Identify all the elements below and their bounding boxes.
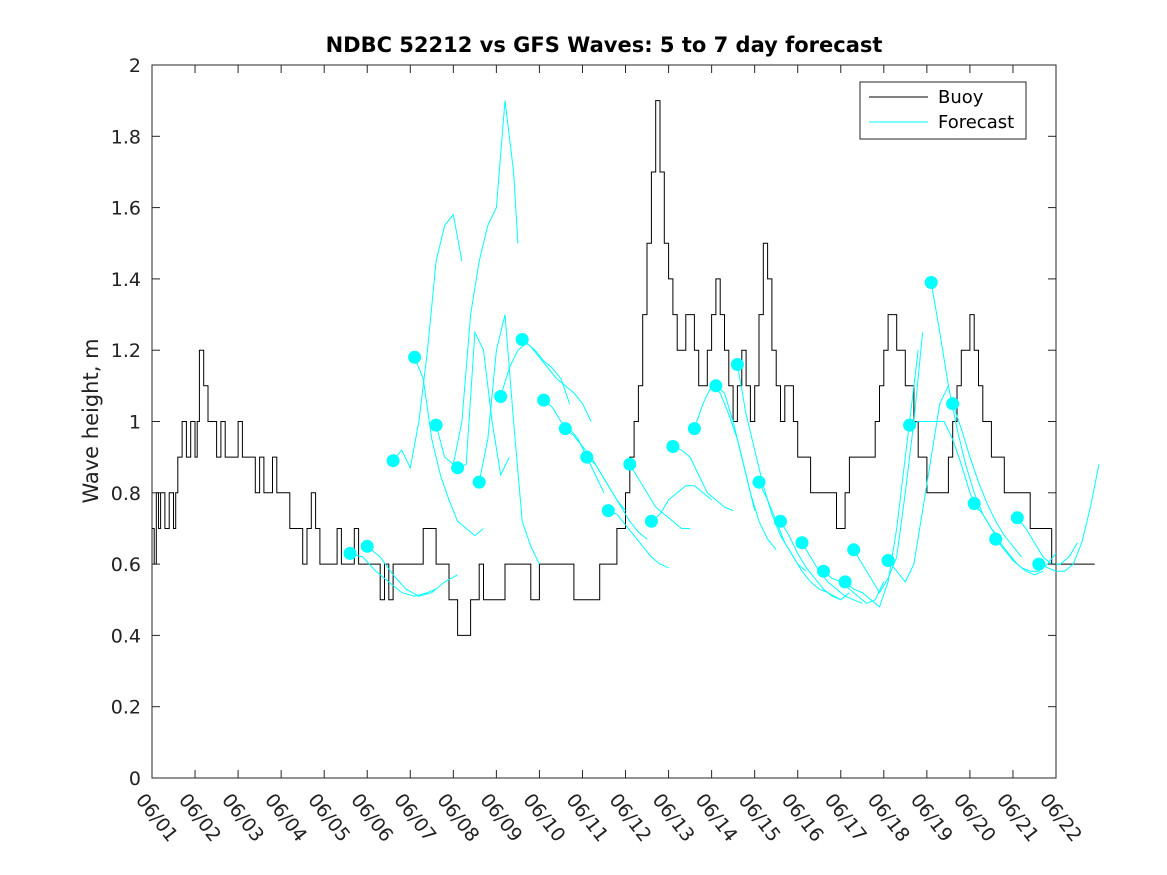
forecast-run-line — [952, 403, 1022, 558]
y-axis-label: Wave height, m — [79, 338, 103, 503]
forecast-start-point — [666, 440, 680, 453]
forecast-run-line — [758, 481, 842, 601]
forecast-start-point — [946, 397, 960, 411]
forecast-start-point — [752, 475, 766, 489]
forecast-start-point — [580, 450, 594, 464]
forecast-run-line — [414, 357, 484, 537]
forecast-start-point — [408, 350, 422, 364]
forecast-start-point — [967, 497, 981, 510]
forecast-start-point — [537, 393, 551, 407]
forecast-start-point — [989, 532, 1003, 546]
forecast-run-line — [844, 350, 919, 608]
forecast-start-point — [795, 536, 809, 550]
forecast-run-line — [543, 399, 605, 494]
y-tick-label: 0.6 — [111, 554, 141, 576]
forecast-run-line — [823, 570, 885, 604]
forecast-run-line — [780, 521, 850, 601]
forecast-start-point — [386, 454, 400, 468]
legend-label-buoy: Buoy — [938, 87, 984, 108]
forecast-start-point — [817, 564, 830, 578]
forecast-start-point — [903, 418, 917, 432]
forecast-run-line — [392, 213, 463, 470]
series-group — [152, 100, 1100, 636]
y-tick-label: 1 — [129, 412, 141, 434]
forecast-start-point — [1010, 511, 1024, 525]
forecast-run-line — [995, 538, 1057, 572]
forecast-start-point — [881, 554, 895, 567]
forecast-start-point — [1032, 557, 1046, 571]
forecast-run-line — [1016, 517, 1078, 565]
forecast-run-line — [853, 332, 924, 594]
forecast-start-point — [644, 514, 658, 528]
legend: Buoy Forecast — [859, 81, 1027, 140]
forecast-start-point — [494, 390, 508, 403]
forecast-start-point — [847, 543, 861, 557]
y-tick-label: 2 — [129, 55, 141, 77]
y-tick-label: 1.6 — [111, 198, 141, 220]
forecast-start-point — [924, 276, 938, 289]
forecast-run-line — [457, 330, 510, 477]
forecast-run-line — [521, 339, 592, 422]
forecast-start-point — [623, 457, 637, 471]
forecast-start-point — [429, 418, 443, 432]
forecast-run-line — [500, 342, 571, 404]
y-tick-label: 0.2 — [111, 697, 141, 719]
legend-label-forecast: Forecast — [938, 112, 1014, 133]
forecast-run-line — [887, 385, 949, 583]
forecast-start-point — [838, 575, 852, 589]
y-tick-label: 0.8 — [111, 483, 141, 505]
forecast-run-line — [651, 485, 712, 522]
forecast-run-line — [366, 545, 458, 597]
chart-title: NDBC 52212 vs GFS Waves: 5 to 7 day fore… — [326, 33, 883, 57]
forecast-start-point — [343, 546, 357, 560]
forecast-run-line — [435, 100, 519, 466]
forecast-run-line — [715, 385, 777, 551]
forecast-start-point — [360, 539, 374, 553]
forecast-run-line — [672, 446, 734, 512]
forecast-run-line — [1038, 464, 1100, 572]
forecast-run-line — [349, 552, 437, 597]
forecast-run-line — [629, 464, 691, 529]
y-tick-label: 0.4 — [111, 625, 141, 647]
forecast-start-point — [730, 358, 744, 371]
forecast-start-point — [774, 514, 787, 528]
forecast-run-line — [801, 542, 863, 604]
forecast-start-point — [601, 504, 615, 518]
y-tick-label: 1.4 — [111, 269, 141, 291]
forecast-run-line — [608, 510, 669, 569]
forecast-start-point — [472, 475, 486, 489]
forecast-start-point — [687, 422, 701, 436]
legend-box — [859, 81, 1027, 140]
forecast-start-point — [709, 379, 723, 393]
forecast-start-point — [558, 422, 572, 436]
y-tick-label: 1.2 — [111, 340, 141, 362]
y-tick-label: 0 — [129, 768, 141, 790]
forecast-run-line — [586, 456, 648, 540]
buoy-series-line — [152, 100, 1095, 636]
forecast-start-point — [515, 333, 529, 346]
forecast-run-line — [973, 503, 1044, 576]
forecast-run-line — [909, 421, 979, 511]
forecast-start-point — [451, 461, 465, 475]
y-tick-label: 1.8 — [111, 126, 141, 148]
